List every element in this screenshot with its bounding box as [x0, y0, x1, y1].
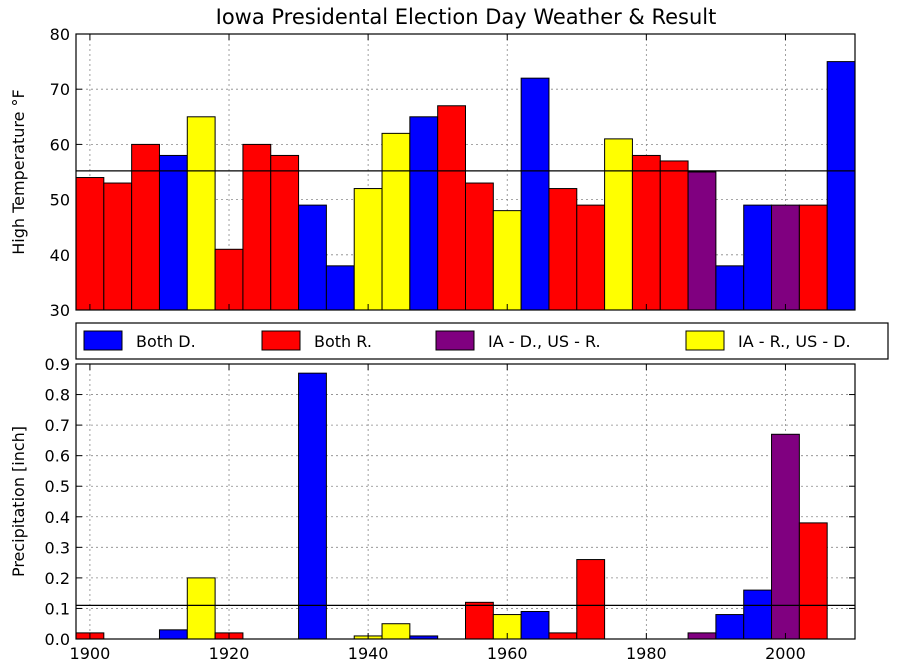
precip-ytick-label: 0.9 [45, 355, 70, 374]
precip-xtick-label: 2000 [765, 644, 806, 663]
precip-xtick-label: 1900 [70, 644, 111, 663]
precip-bar-2004 [798, 522, 828, 640]
temp-bar-1948 [409, 116, 439, 311]
temp-bar-1908 [131, 143, 160, 311]
precip-bar-1996 [743, 589, 773, 640]
temp-bar-1964 [520, 77, 550, 311]
precip-bar-1956 [465, 601, 494, 640]
legend-swatch-1 [261, 330, 301, 351]
precip-ytick-label: 0.4 [45, 508, 70, 527]
temp-bar-1904 [103, 182, 133, 311]
precip-xtick-label: 1920 [209, 644, 250, 663]
precip-bar-1916 [186, 577, 216, 640]
precip-xtick-label: 1960 [487, 644, 528, 663]
temp-bar-1924 [242, 143, 272, 311]
temp-bar-1952 [437, 105, 466, 311]
temp-bar-1932 [298, 204, 327, 311]
temp-bar-1900 [75, 177, 105, 311]
legend-frame [75, 322, 889, 360]
temp-bar-1992 [715, 265, 745, 311]
temp-ytick-label: 30 [50, 301, 70, 320]
legend-label-0: Both D. [136, 332, 196, 351]
precip-bar-1972 [576, 559, 606, 640]
temp-bar-1956 [465, 182, 494, 311]
precip-bar-1968 [548, 632, 578, 640]
temp-plot-frame [75, 33, 856, 311]
precip-ytick-label: 0.6 [45, 447, 70, 466]
legend-swatch-3 [685, 330, 725, 351]
precip-bar-1992 [715, 614, 745, 640]
legend-label-3: IA - R., US - D. [738, 332, 851, 351]
precip-plot-frame [75, 363, 856, 640]
legend-label-1: Both R. [314, 332, 372, 351]
temp-bar-1980 [631, 154, 661, 311]
legend-swatch-2 [435, 330, 475, 351]
temp-bar-1984 [659, 160, 689, 311]
legend-swatch-0 [83, 330, 123, 351]
temp-ytick-label: 80 [50, 25, 70, 44]
precip-xtick-label: 1980 [626, 644, 667, 663]
temp-bar-1996 [743, 204, 773, 311]
precip-xtick-label: 1940 [348, 644, 389, 663]
precip-ytick-label: 0.0 [45, 630, 70, 649]
temp-ytick-label: 70 [50, 80, 70, 99]
legend-label-2: IA - D., US - R. [488, 332, 601, 351]
temp-bar-1928 [270, 154, 300, 311]
temp-bar-2008 [826, 61, 856, 311]
temp-bar-1912 [158, 154, 188, 311]
precip-ytick-label: 0.8 [45, 386, 70, 405]
temp-ytick-label: 40 [50, 246, 70, 265]
temp-bar-1916 [186, 116, 216, 311]
chart-title: Iowa Presidental Election Day Weather & … [216, 5, 717, 29]
legend: Both D. Both R. IA - D., US - R. IA - R., U… [75, 322, 889, 360]
precip-ytick-label: 0.2 [45, 569, 70, 588]
precip-bar-1944 [381, 623, 411, 640]
temp-bar-2000 [771, 204, 800, 311]
temp-bar-1972 [576, 204, 606, 311]
temp-bar-1944 [381, 132, 411, 311]
temp-bar-2004 [798, 204, 828, 311]
temp-bar-1936 [325, 265, 355, 311]
precip-ytick-label: 0.1 [45, 599, 70, 618]
precipitation-panel: 0.0 0.1 0.2 0.3 0.4 0.5 0.6 0.7 0.8 0.9 1900 1920 19… [9, 355, 856, 663]
temp-bar-1976 [604, 138, 633, 311]
temperature-panel: 30 40 50 60 70 80 High Temperature °F [9, 25, 856, 320]
precip-ytick-label: 0.5 [45, 477, 70, 496]
temp-y-axis-label: High Temperature °F [9, 89, 28, 255]
precip-bar-1964 [520, 611, 550, 640]
temp-bar-1988 [687, 171, 717, 311]
precip-bar-2000 [771, 433, 800, 640]
precip-bar-1988 [687, 632, 717, 640]
temp-ytick-label: 60 [50, 135, 70, 154]
precip-bar-1932 [298, 372, 327, 640]
precip-y-axis-label: Precipitation [inch] [9, 426, 28, 577]
temp-bar-1968 [548, 188, 578, 311]
temp-bar-1940 [353, 188, 383, 311]
precip-ytick-label: 0.3 [45, 538, 70, 557]
temp-bar-1920 [214, 248, 244, 311]
temp-bar-1960 [492, 210, 522, 311]
precip-ytick-label: 0.7 [45, 416, 70, 435]
precip-bar-1912 [158, 629, 188, 640]
temp-ytick-label: 50 [50, 191, 70, 210]
